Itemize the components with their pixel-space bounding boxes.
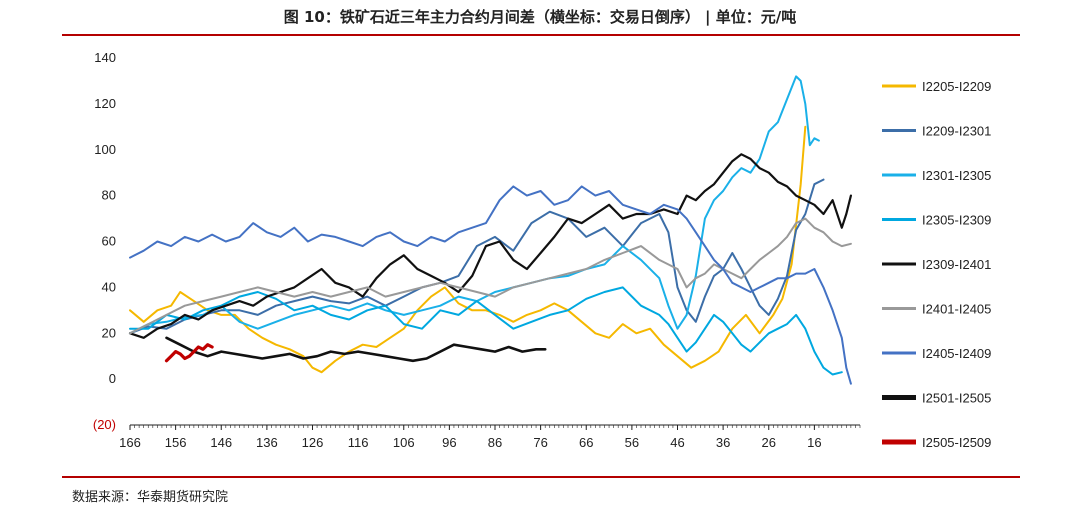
x-tick-label: 76 <box>533 435 547 450</box>
x-tick-label: 156 <box>165 435 187 450</box>
legend-label: I2305-I2309 <box>922 213 991 228</box>
x-tick-label: 56 <box>625 435 639 450</box>
y-tick-label: 20 <box>102 325 116 340</box>
title-rule <box>62 34 1020 36</box>
y-tick-label: 60 <box>102 234 116 249</box>
x-tick-label: 46 <box>670 435 684 450</box>
axes: 140 120 100 80 60 40 20 0 (20)166 156 146 136 126 116… <box>93 50 861 450</box>
series-lines <box>128 75 853 385</box>
series-line-i2205-i2209 <box>129 125 807 374</box>
x-tick-label: 96 <box>442 435 456 450</box>
x-tick-label: 36 <box>716 435 730 450</box>
legend-label: I2209-I2301 <box>922 124 991 139</box>
y-tick-label: 100 <box>94 142 116 157</box>
x-tick-label: 166 <box>119 435 141 450</box>
series-line-i2301-i2305 <box>129 75 820 335</box>
y-tick-label: (20) <box>93 417 116 432</box>
x-tick-label: 126 <box>302 435 324 450</box>
legend-label: I2505-I2509 <box>922 435 991 450</box>
series-line-i2405-i2409 <box>129 185 852 385</box>
legend-label: I2301-I2305 <box>922 168 991 183</box>
series-line-i2309-i2401 <box>128 153 853 339</box>
y-tick-label: 140 <box>94 50 116 65</box>
x-tick-label: 26 <box>762 435 776 450</box>
series-line-i2401-i2405 <box>129 217 852 335</box>
source-note: 数据来源：华泰期货研究院 <box>72 490 229 505</box>
series-line-i2505-i2509 <box>164 343 214 363</box>
x-tick-label: 116 <box>348 435 369 450</box>
x-tick-label: 16 <box>807 435 821 450</box>
y-tick-label: 80 <box>102 188 116 203</box>
footer-rule <box>62 476 1020 478</box>
x-tick-label: 136 <box>256 435 278 450</box>
x-tick-label: 146 <box>210 435 232 450</box>
y-tick-label: 0 <box>109 371 116 386</box>
x-tick-label: 86 <box>488 435 502 450</box>
x-tick-label: 66 <box>579 435 593 450</box>
x-tick-label: 106 <box>393 435 415 450</box>
series-line-i2305-i2309 <box>129 286 843 376</box>
y-tick-label: 40 <box>102 279 116 294</box>
legend-label: I2401-I2405 <box>922 302 991 317</box>
chart-title: 图 10：铁矿石近三年主力合约月间差（横坐标：交易日倒序） | 单位：元/吨 <box>283 8 797 26</box>
legend-label: I2205-I2209 <box>922 79 991 94</box>
legend-label: I2501-I2505 <box>922 391 991 406</box>
series-line-i2501-i2505 <box>165 336 547 363</box>
legend: I2205-I2209 I2209-I2301 I2301-I2305 I2305-I… <box>882 79 991 450</box>
legend-label: I2309-I2401 <box>922 257 991 272</box>
legend-label: I2405-I2409 <box>922 346 991 361</box>
y-tick-label: 120 <box>94 96 116 111</box>
